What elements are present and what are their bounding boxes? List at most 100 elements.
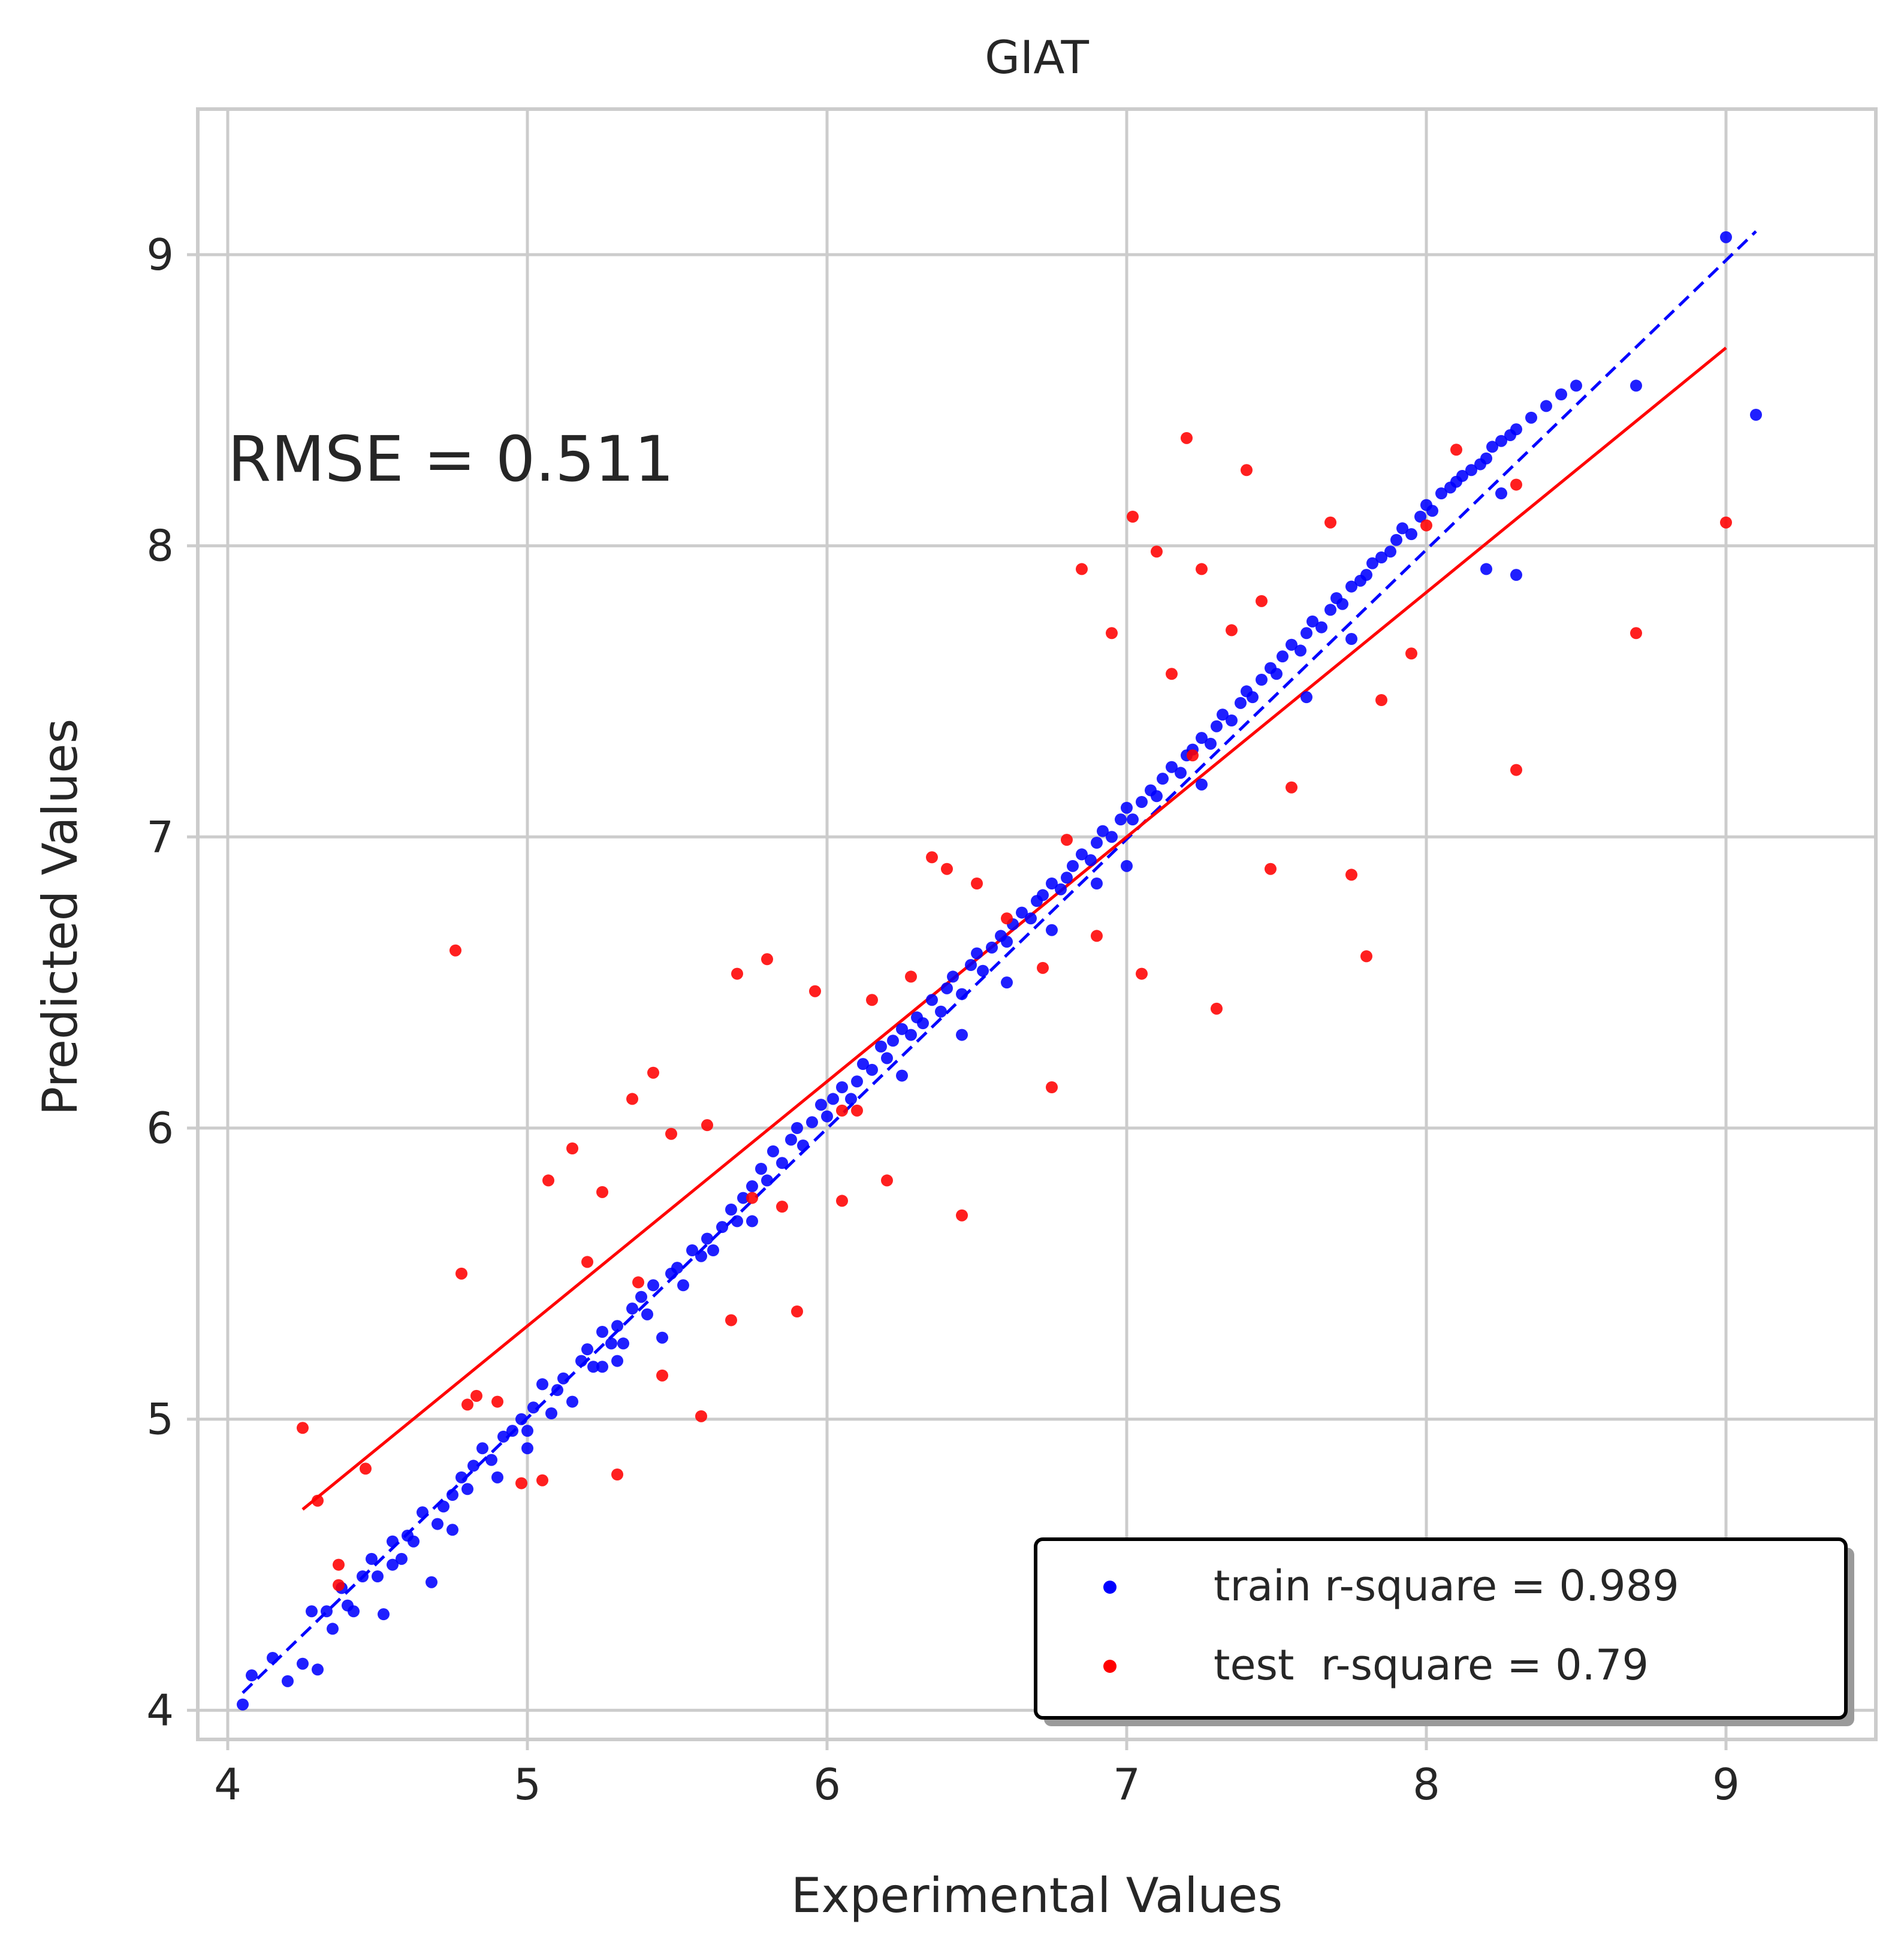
train-point xyxy=(1396,522,1408,535)
train-point xyxy=(1495,435,1507,447)
test-point xyxy=(1226,624,1238,637)
train-point xyxy=(521,1425,533,1437)
test-point xyxy=(470,1389,482,1402)
legend-marker-train xyxy=(1103,1581,1117,1594)
train-point xyxy=(432,1518,443,1530)
test-point xyxy=(312,1494,324,1507)
x-tick-label: 6 xyxy=(813,1759,841,1810)
test-point xyxy=(1001,912,1013,925)
train-point xyxy=(746,1180,758,1193)
train-point xyxy=(1136,796,1148,808)
train-point xyxy=(1426,505,1438,517)
test-point xyxy=(566,1142,578,1154)
train-point xyxy=(1384,545,1396,558)
identity-line xyxy=(242,230,1757,1694)
test-point xyxy=(971,878,983,889)
train-point xyxy=(725,1204,737,1216)
train-point xyxy=(626,1302,638,1315)
train-point xyxy=(1540,400,1552,412)
test-point xyxy=(515,1477,527,1489)
train-point xyxy=(1480,563,1492,575)
test-point xyxy=(926,851,938,864)
train-point xyxy=(551,1384,563,1397)
y-tick-label: 5 xyxy=(146,1394,174,1445)
test-point xyxy=(881,1174,893,1187)
test-point xyxy=(333,1579,345,1591)
test-point xyxy=(647,1066,659,1079)
x-tick-label: 5 xyxy=(514,1759,541,1810)
test-point xyxy=(536,1474,548,1486)
test-point xyxy=(1061,834,1073,846)
test-point xyxy=(1091,930,1103,942)
train-point xyxy=(1091,837,1103,849)
train-point xyxy=(701,1232,713,1245)
train-point xyxy=(408,1535,420,1548)
test-point xyxy=(1375,694,1387,706)
train-point xyxy=(1055,883,1067,895)
train-point xyxy=(1121,801,1133,814)
test-point xyxy=(956,1209,968,1222)
train-point xyxy=(971,947,983,960)
train-point xyxy=(791,1122,803,1134)
train-point xyxy=(776,1157,788,1169)
train-point xyxy=(1115,813,1127,826)
train-point xyxy=(1001,976,1013,989)
train-point xyxy=(605,1337,617,1350)
train-point xyxy=(446,1489,458,1501)
train-point xyxy=(1097,825,1109,837)
test-point xyxy=(695,1410,707,1422)
test-point xyxy=(905,970,917,983)
train-point xyxy=(596,1361,608,1373)
train-point xyxy=(1127,813,1139,826)
train-point xyxy=(527,1401,539,1414)
train-point xyxy=(1025,912,1037,925)
test-point xyxy=(1420,519,1432,532)
train-point xyxy=(321,1605,333,1618)
train-point xyxy=(1405,528,1417,541)
train-point xyxy=(372,1570,384,1582)
test-point xyxy=(581,1256,593,1268)
train-point xyxy=(557,1372,569,1385)
train-point xyxy=(1067,860,1079,872)
train-point xyxy=(656,1331,668,1344)
train-point xyxy=(536,1378,548,1391)
legend-label-test: test r-square = 0.79 xyxy=(1214,1641,1649,1690)
train-point xyxy=(716,1221,728,1234)
train-point xyxy=(755,1163,767,1175)
chart-title: GIAT xyxy=(985,31,1089,84)
test-point xyxy=(1037,961,1049,974)
train-point xyxy=(707,1244,719,1256)
test-point xyxy=(746,1192,758,1204)
train-point xyxy=(695,1250,707,1262)
legend-marker-test xyxy=(1103,1660,1117,1673)
test-point xyxy=(491,1395,503,1408)
train-point xyxy=(575,1355,587,1367)
train-point xyxy=(1345,633,1357,645)
train-point xyxy=(1720,231,1732,243)
train-point xyxy=(677,1279,689,1292)
train-point xyxy=(1256,674,1268,686)
test-point xyxy=(455,1267,467,1280)
train-point xyxy=(647,1279,659,1292)
train-point xyxy=(485,1454,497,1466)
train-point xyxy=(1211,720,1223,732)
train-point xyxy=(1300,627,1312,640)
train-point xyxy=(1001,936,1013,948)
test-point xyxy=(1360,950,1372,963)
test-point xyxy=(1510,478,1522,491)
train-point xyxy=(1217,708,1229,721)
train-point xyxy=(1435,487,1447,500)
train-point xyxy=(1295,644,1306,657)
train-point xyxy=(545,1407,557,1419)
test-point xyxy=(333,1558,345,1571)
train-point xyxy=(731,1215,743,1228)
test-point xyxy=(809,985,821,997)
train-point xyxy=(767,1145,779,1157)
train-point xyxy=(297,1657,309,1670)
train-point xyxy=(686,1244,698,1256)
train-point xyxy=(1414,511,1426,523)
train-point xyxy=(348,1605,360,1618)
train-point xyxy=(977,964,989,977)
train-point xyxy=(1375,551,1387,563)
train-point xyxy=(581,1343,593,1356)
